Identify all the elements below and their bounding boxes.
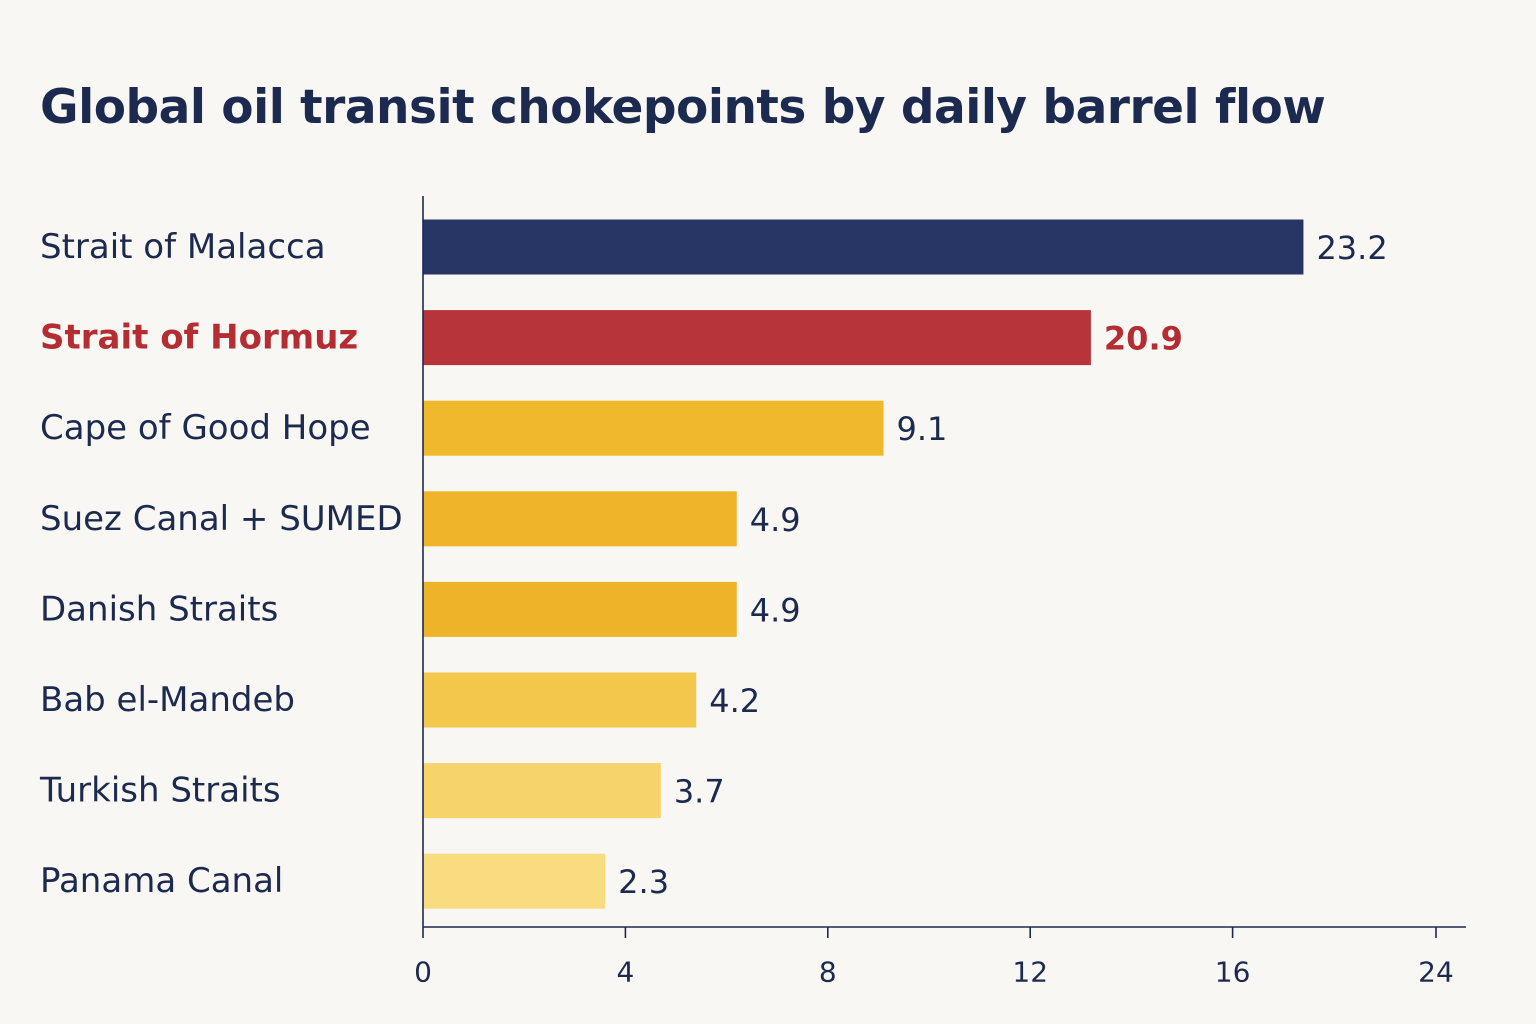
data-label: 20.9 — [1104, 320, 1183, 358]
bar-strait-of-malacca — [423, 219, 1304, 275]
axes-layer: 0 4 8 12 16 24 — [414, 196, 1466, 989]
category-label: Turkish Straits — [39, 771, 281, 811]
category-label: Danish Straits — [40, 589, 278, 629]
x-tick-label: 12 — [1012, 956, 1048, 989]
data-label: 3.7 — [674, 773, 725, 811]
data-label: 4.9 — [750, 501, 801, 539]
category-label: Suez Canal + SUMED — [40, 499, 403, 539]
data-label: 4.2 — [709, 682, 760, 720]
bar-strait-of-hormuz — [423, 310, 1091, 366]
data-label: 2.3 — [618, 863, 669, 901]
chart-title: Global oil transit chokepoints by daily … — [40, 80, 1326, 135]
x-tick-label: 0 — [414, 956, 432, 989]
x-tick-label: 16 — [1215, 956, 1251, 989]
category-label: Bab el-Mandeb — [40, 680, 295, 720]
bar-panama-canal — [423, 853, 606, 909]
category-label: Strait of Malacca — [40, 227, 326, 267]
category-label: Cape of Good Hope — [40, 408, 371, 448]
data-label: 9.1 — [896, 410, 947, 448]
category-label: Strait of Hormuz — [40, 318, 358, 358]
x-tick-label: 4 — [616, 956, 634, 989]
bar-bab-el-mandeb — [423, 672, 697, 728]
category-label: Panama Canal — [40, 861, 283, 901]
data-label: 23.2 — [1316, 229, 1387, 267]
x-tick-label: 24 — [1418, 956, 1454, 989]
data-label: 4.9 — [750, 591, 801, 629]
x-tick-label: 8 — [819, 956, 837, 989]
bar-turkish-straits — [423, 763, 661, 819]
bars-layer — [423, 219, 1304, 909]
bar-suez-canal-sumed — [423, 491, 737, 547]
bar-cape-of-good-hope — [423, 400, 884, 456]
labels-layer: Strait of Malacca 23.2 Strait of Hormuz 20.… — [39, 227, 1388, 901]
bar-danish-straits — [423, 581, 737, 637]
